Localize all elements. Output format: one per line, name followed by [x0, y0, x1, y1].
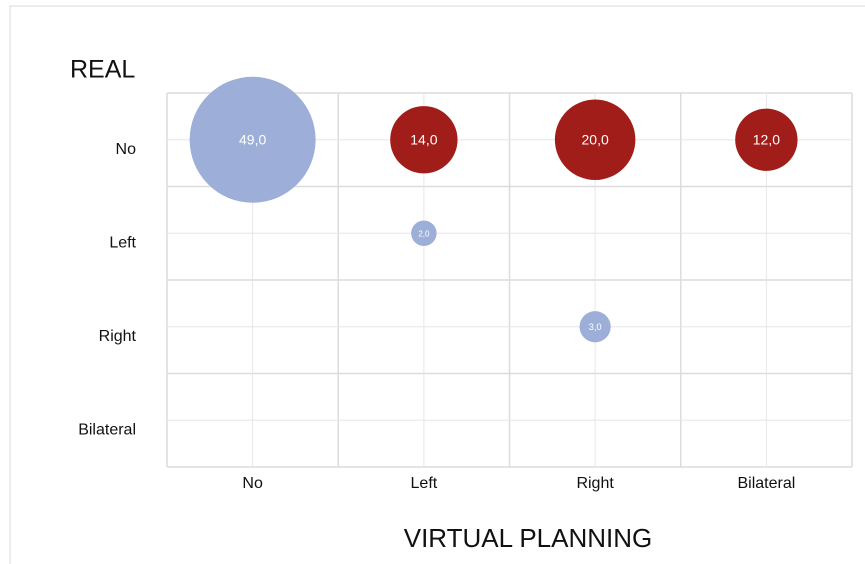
x-tick-label: No [242, 475, 263, 492]
bubble [189, 76, 316, 203]
y-tick-label: Bilateral [78, 421, 136, 438]
bubble [390, 106, 458, 174]
x-axis-label: VIRTUAL PLANNING [404, 523, 653, 553]
y-tick-label: Right [99, 328, 137, 345]
frame [9, 5, 865, 564]
bubble [579, 311, 611, 343]
data-label: 20,0 [582, 131, 609, 147]
data-label: 14,0 [410, 131, 437, 147]
x-tick-label: Bilateral [737, 475, 795, 492]
data-label: 12,0 [753, 131, 780, 147]
x-tick-label: Right [576, 475, 614, 492]
bubble [735, 108, 798, 171]
x-tick-label: Left [411, 475, 438, 492]
data-label: 49,0 [239, 131, 266, 147]
bubble [554, 99, 636, 180]
data-label: 3,0 [589, 322, 602, 332]
y-axis-label: REAL [70, 56, 135, 84]
y-tick-label: Left [109, 234, 136, 251]
y-tick-label: No [116, 141, 137, 158]
bubble [411, 220, 437, 246]
data-label: 2,0 [418, 229, 430, 238]
